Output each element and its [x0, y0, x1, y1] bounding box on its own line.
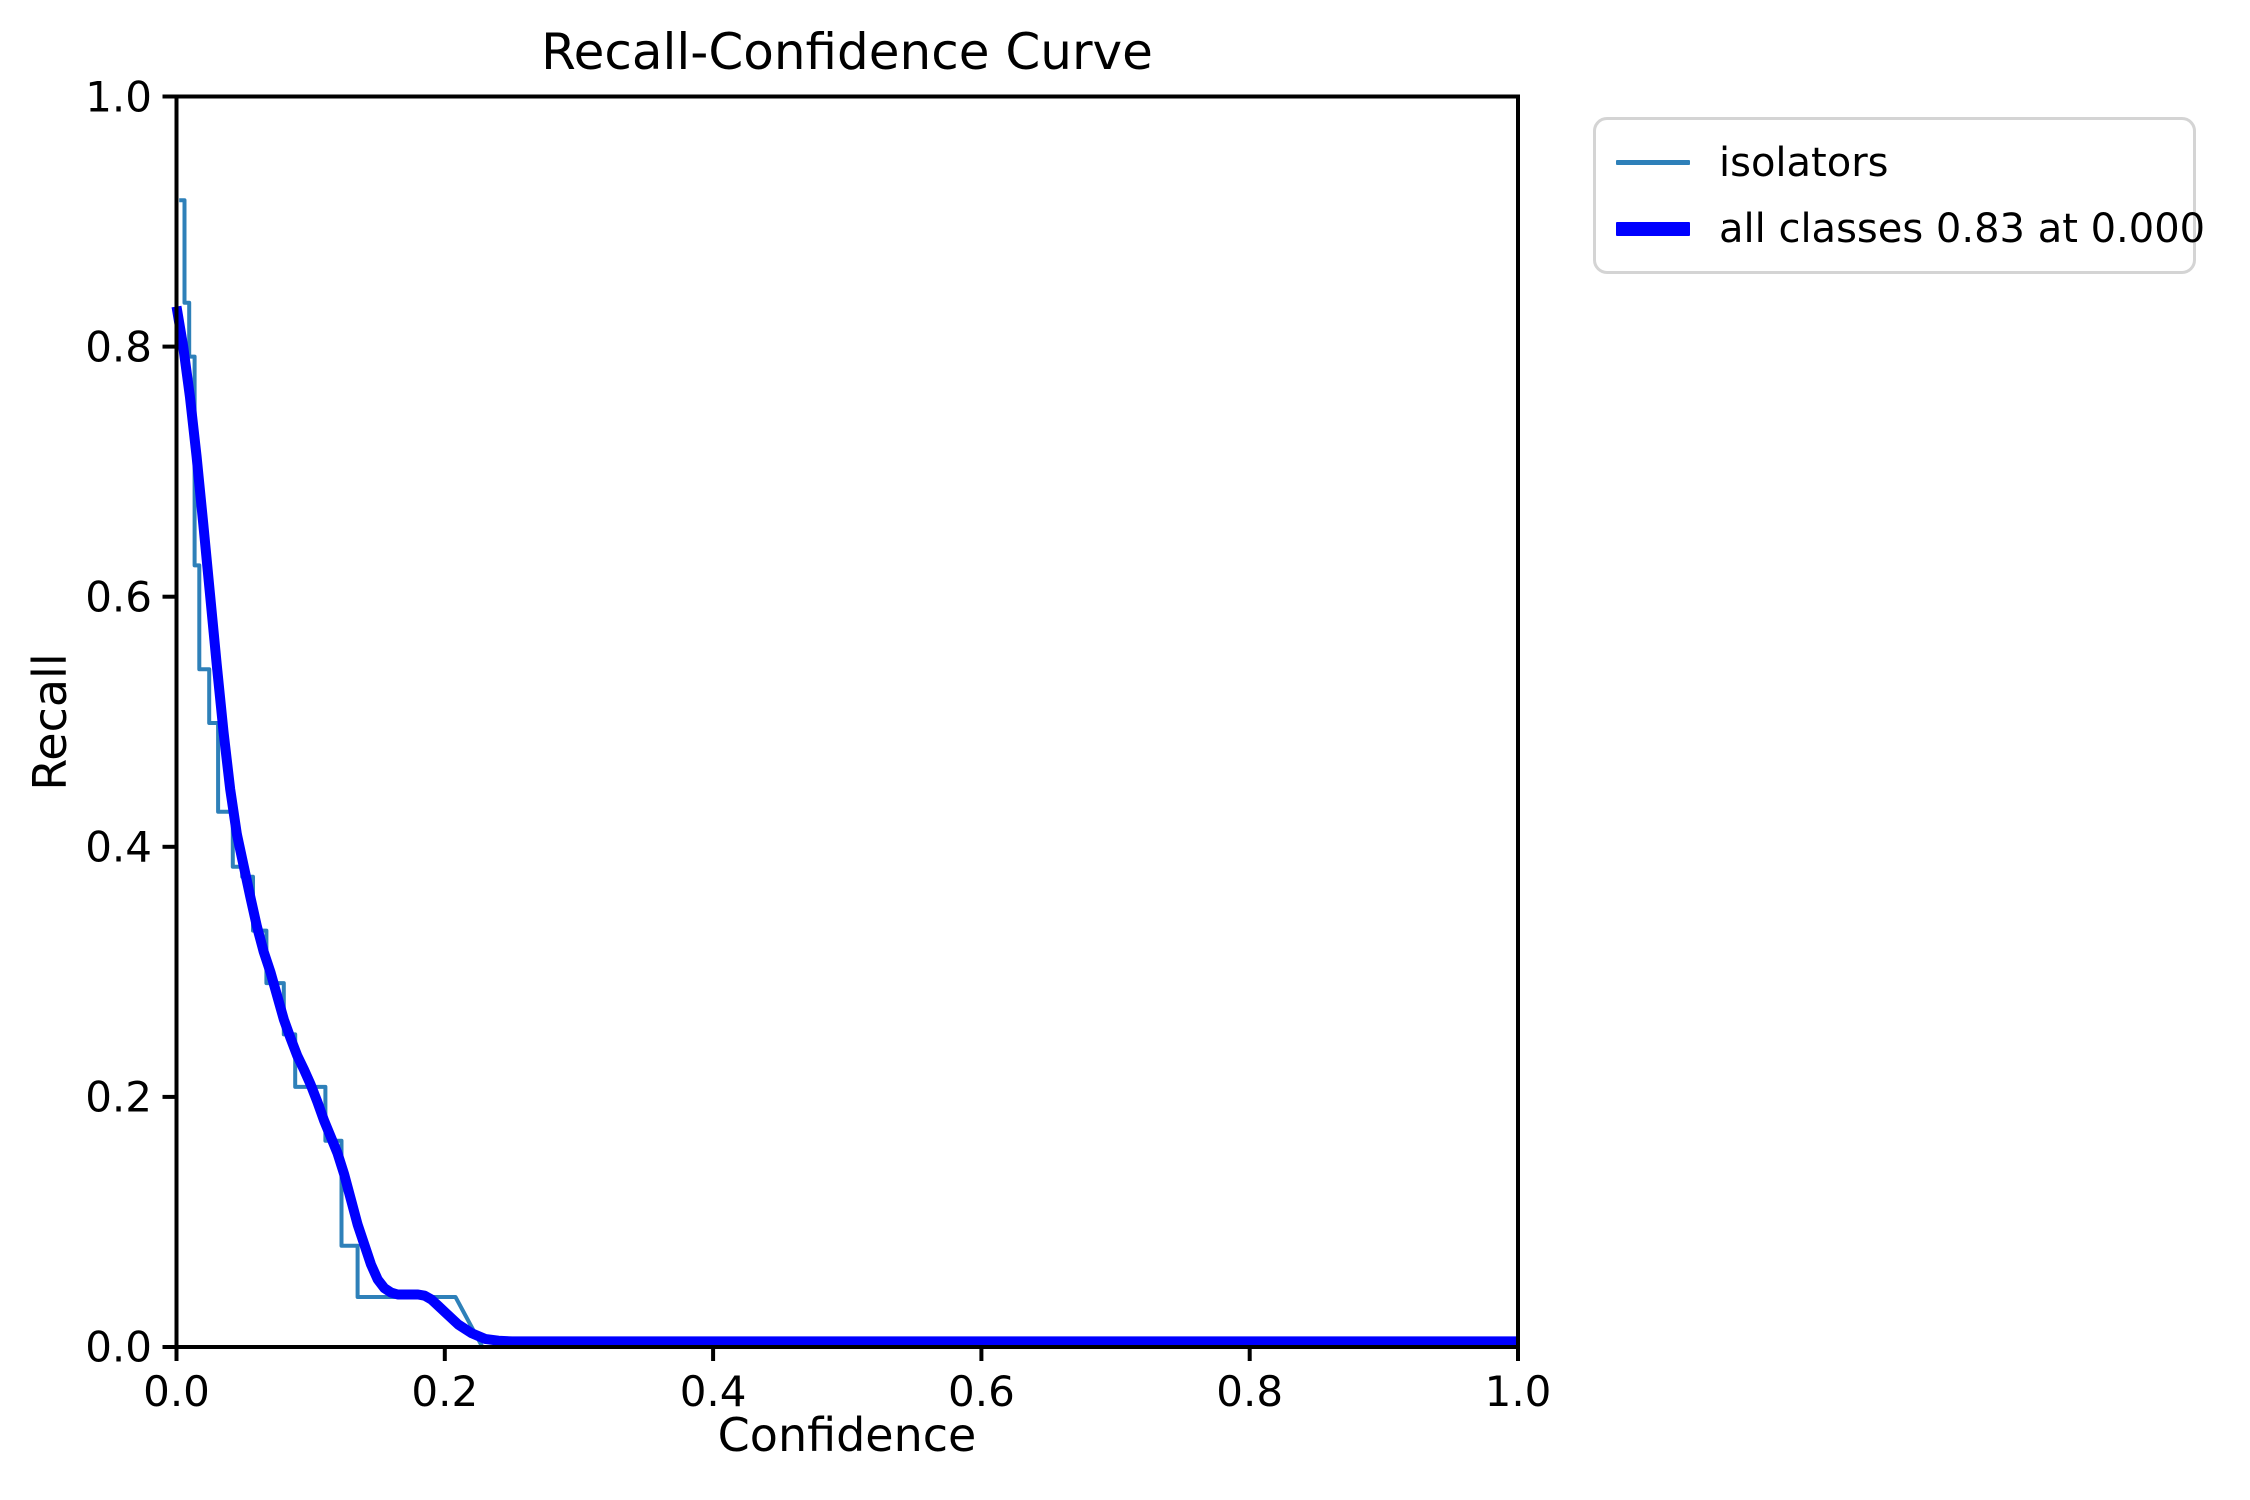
x-tick-label: 0.6 [947, 1367, 1015, 1416]
chart-title: Recall-Confidence Curve [541, 23, 1153, 81]
all-classes-line-swatch [1616, 221, 1690, 236]
x-tick-label: 0.2 [411, 1367, 479, 1416]
x-tick-label: 1.0 [1484, 1367, 1552, 1416]
legend: isolators all classes 0.83 at 0.000 [1593, 117, 2205, 274]
x-tick-label: 0.0 [143, 1367, 210, 1416]
isolators-line-swatch [1616, 160, 1690, 165]
y-tick-label: 0.4 [85, 822, 152, 872]
legend-item-all-classes: all classes 0.83 at 0.000 [1596, 205, 2205, 253]
y-tick-label: 0.2 [85, 1072, 152, 1122]
y-axis-label: Recall [23, 653, 77, 791]
legend-item-isolators: isolators [1596, 139, 2193, 187]
x-tick-label: 0.8 [1216, 1367, 1284, 1416]
y-tick-label: 0.8 [85, 322, 152, 372]
legend-label-all-classes: all classes 0.83 at 0.000 [1719, 205, 2206, 252]
legend-label-isolators: isolators [1719, 139, 1889, 186]
x-axis-label: Confidence [717, 1408, 977, 1462]
y-tick-label: 0.0 [85, 1322, 152, 1372]
y-tick-label: 1.0 [85, 72, 152, 121]
all-classes-curve [171, 305, 1518, 1347]
y-tick-label: 0.6 [85, 572, 152, 622]
axes-spines [174, 94, 1520, 1349]
x-tick-label: 0.4 [679, 1367, 747, 1416]
